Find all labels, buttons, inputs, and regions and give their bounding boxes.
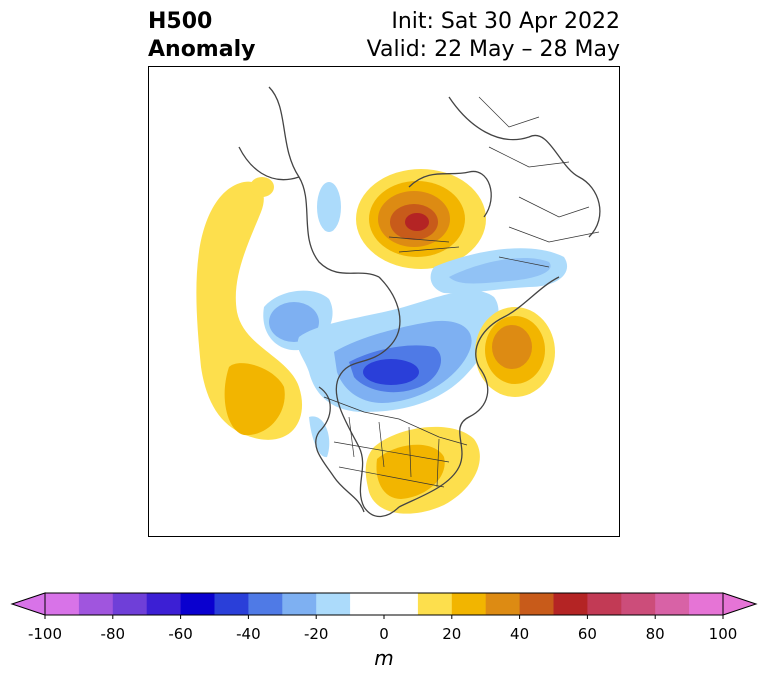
colorbar-tick-label: 100 [708, 625, 738, 643]
colorbar-bin [146, 593, 182, 615]
colorbar-bin [282, 593, 317, 615]
colorbar-unit-label: m [374, 646, 394, 670]
colorbar-tick-label: -20 [303, 625, 329, 643]
colorbar-max-extend [722, 592, 758, 616]
colorbar-bin [316, 593, 351, 615]
coastlines [238, 86, 601, 518]
colorbar-tick-label: -100 [27, 625, 63, 643]
colorbar-bin [180, 593, 215, 615]
colorbar-tick-label: 20 [442, 625, 462, 643]
anomaly-pacific-positive [196, 181, 303, 440]
colorbar-bin [621, 593, 656, 615]
colorbar-bin [417, 593, 453, 615]
init-date: Init: Sat 30 Apr 2022 [391, 9, 620, 34]
colorbar-min-extend [10, 592, 46, 616]
colorbar-bin [451, 593, 487, 615]
valid-range: Valid: 22 May – 28 May [366, 37, 620, 62]
political-borders [323, 96, 600, 488]
colorbar-bin [587, 593, 622, 615]
colorbar-tick-label: 40 [510, 625, 530, 643]
init-valid-block: Init: Sat 30 Apr 2022 Valid: 22 May – 28… [367, 8, 620, 64]
colorbar-bin [350, 593, 385, 615]
colorbar-tick-label: -80 [100, 625, 126, 643]
colorbar-bin [553, 593, 588, 615]
colorbar-tick-label: -40 [236, 625, 261, 643]
colorbar-bin [78, 593, 114, 615]
colorbar-tick-label: 80 [645, 625, 665, 643]
colorbar-bin [485, 593, 521, 615]
colorbar-tick-label: -60 [168, 625, 193, 643]
title-variable: H500 [148, 9, 213, 34]
colorbar-bin [655, 593, 690, 615]
anomaly-map [148, 66, 620, 537]
title-subtitle: Anomaly [148, 37, 256, 62]
colorbar-tick-label: 60 [577, 625, 597, 643]
colorbar-bin [384, 593, 419, 615]
colorbar-tick-label: 0 [379, 625, 389, 643]
colorbar [10, 592, 758, 619]
colorbar-tick-labels: -100 -80 -60 -40 -20 0 20 40 60 80 100 [0, 625, 768, 645]
map-canvas [149, 67, 619, 536]
chart-title: H500 Anomaly [148, 8, 255, 64]
colorbar-bin [248, 593, 283, 615]
colorbar-bin [689, 593, 724, 615]
colorbar-bin [519, 593, 554, 615]
colorbar-bin [112, 593, 148, 615]
colorbar-bin [45, 593, 80, 615]
colorbar-bin [214, 593, 249, 615]
